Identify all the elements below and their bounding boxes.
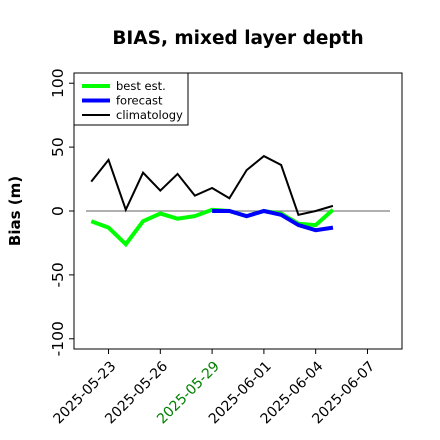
series-line-2: [90, 154, 334, 216]
chart-title: BIAS, mixed layer depth: [112, 28, 363, 49]
y-tick-label: 100: [49, 68, 67, 98]
legend-label: best est.: [116, 79, 166, 93]
y-tick-label: 50: [49, 137, 67, 157]
series-line-1: [212, 208, 334, 233]
legend-label: climatology: [116, 108, 183, 122]
y-tick-label: -100: [49, 321, 67, 356]
y-axis-label: Bias (m): [6, 176, 24, 246]
legend-label: forecast: [116, 94, 163, 108]
y-tick-label: -50: [49, 262, 67, 287]
y-tick-label: 0: [49, 206, 67, 216]
